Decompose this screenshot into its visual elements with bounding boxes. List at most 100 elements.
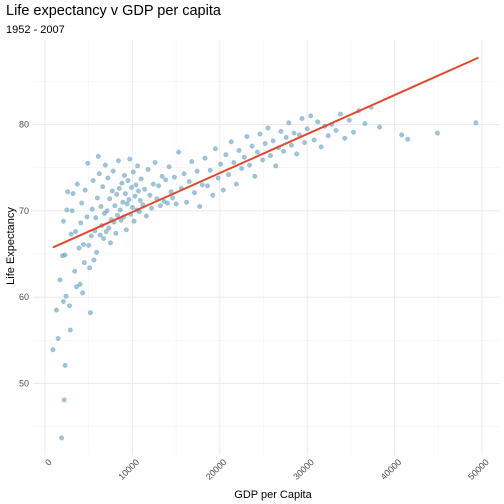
data-point <box>114 212 120 218</box>
data-point <box>121 172 127 178</box>
data-point <box>85 160 91 166</box>
data-point <box>50 347 56 353</box>
data-point <box>346 117 352 123</box>
data-point <box>215 175 221 181</box>
data-point <box>254 149 260 155</box>
data-point <box>212 146 218 152</box>
data-point <box>399 132 405 138</box>
data-point <box>78 220 84 226</box>
data-point <box>405 136 411 142</box>
data-point <box>210 192 216 198</box>
data-point <box>109 188 115 194</box>
x-tick-label: 50000 <box>466 457 491 482</box>
y-tick-label: 70 <box>19 206 29 216</box>
data-point <box>262 140 268 146</box>
data-point <box>342 135 348 141</box>
data-point <box>351 129 357 135</box>
trend-line-group <box>52 57 479 249</box>
data-point <box>98 203 104 209</box>
data-point <box>257 131 263 137</box>
data-point <box>236 147 242 153</box>
data-point <box>218 161 224 167</box>
data-point <box>184 199 190 205</box>
data-point <box>80 290 86 296</box>
data-point <box>434 130 440 136</box>
y-tick-label: 50 <box>19 379 29 389</box>
data-point <box>135 188 141 194</box>
data-point <box>145 166 151 172</box>
data-point <box>61 397 67 403</box>
data-point <box>57 277 63 283</box>
data-point <box>186 178 192 184</box>
data-point <box>164 200 170 206</box>
data-point <box>231 159 237 165</box>
chart-title: Life expectancy v GDP per capita <box>6 3 221 19</box>
data-point <box>228 139 234 145</box>
y-axis-ticks: 50 60 70 80 <box>19 120 29 389</box>
data-point <box>100 184 106 190</box>
data-point <box>220 187 226 193</box>
minor-gridlines <box>33 40 500 455</box>
data-point <box>325 133 331 139</box>
data-point <box>128 184 134 190</box>
data-point <box>93 215 99 221</box>
data-point <box>181 171 187 177</box>
data-point <box>189 159 195 165</box>
data-point <box>125 178 131 184</box>
data-point <box>207 167 213 173</box>
data-point <box>142 186 148 192</box>
data-point <box>122 191 128 197</box>
data-point <box>156 183 162 189</box>
data-point <box>246 162 252 168</box>
data-point <box>115 158 121 164</box>
data-point <box>131 218 137 224</box>
data-point <box>91 257 97 263</box>
data-point <box>197 203 203 209</box>
data-point <box>260 157 266 163</box>
data-point <box>273 163 279 169</box>
data-point <box>66 303 72 309</box>
data-point <box>114 191 120 197</box>
data-point <box>94 249 100 255</box>
data-point <box>176 149 182 155</box>
data-point <box>362 121 368 127</box>
data-point <box>73 229 79 235</box>
data-point <box>82 187 88 193</box>
data-point <box>81 260 87 266</box>
data-point <box>103 229 109 235</box>
data-point <box>126 197 132 203</box>
data-point <box>60 299 66 305</box>
y-tick-label: 60 <box>19 292 29 302</box>
data-point <box>89 206 95 212</box>
data-point <box>225 172 231 178</box>
data-point <box>299 115 305 121</box>
data-point <box>337 111 343 117</box>
data-point <box>107 196 113 202</box>
data-point <box>124 201 130 207</box>
data-point <box>135 163 141 169</box>
data-point <box>171 174 177 180</box>
data-point <box>96 171 102 177</box>
data-point <box>268 153 274 159</box>
data-point <box>55 336 61 342</box>
data-point <box>159 173 165 179</box>
data-point <box>473 120 479 126</box>
trend-line <box>52 57 479 249</box>
data-point <box>95 153 101 159</box>
x-tick-label: 40000 <box>379 457 404 482</box>
data-point <box>64 207 70 213</box>
data-point <box>90 178 96 184</box>
data-point <box>239 165 245 171</box>
data-point <box>157 203 163 209</box>
data-point <box>102 162 108 168</box>
data-point <box>315 119 321 125</box>
data-point <box>63 293 69 299</box>
data-point <box>116 185 122 191</box>
data-point <box>233 181 239 187</box>
data-point <box>72 268 78 274</box>
data-point <box>278 128 284 134</box>
data-point <box>94 195 100 201</box>
data-point <box>104 208 110 214</box>
data-point <box>97 232 103 238</box>
